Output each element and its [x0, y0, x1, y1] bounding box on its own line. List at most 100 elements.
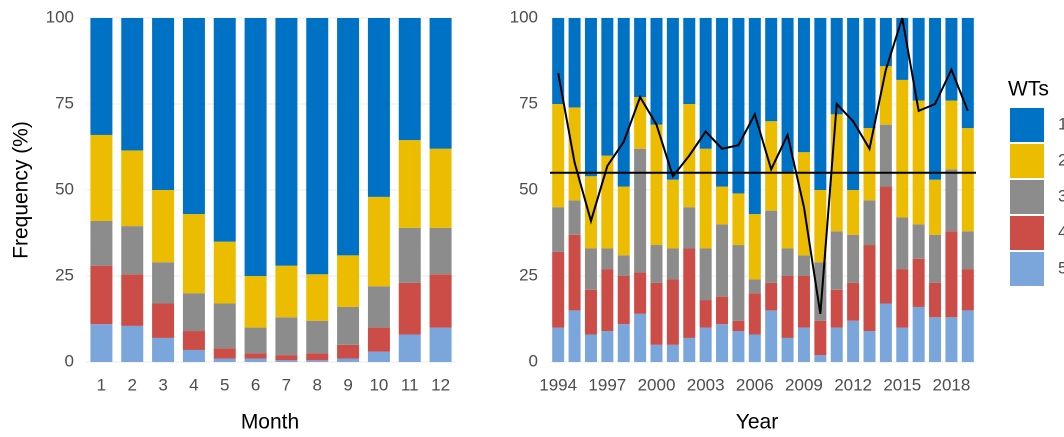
bar-segment [879, 18, 892, 67]
legend-key [1010, 180, 1044, 214]
x-tick-label: 1 [97, 375, 106, 394]
bar-segment [244, 327, 267, 354]
bar-segment [568, 107, 581, 201]
bar-segment [244, 358, 267, 362]
y-axis-title: Frequency (%) [10, 121, 33, 259]
bar-segment [781, 18, 794, 173]
bar-segment [306, 320, 329, 354]
bar-segment [945, 317, 958, 362]
bar-segment [584, 289, 597, 335]
bar-segment [213, 358, 236, 362]
bar-segment [945, 231, 958, 318]
bar-segment [337, 306, 360, 345]
bar-segment [945, 169, 958, 232]
bar-segment [748, 279, 761, 294]
x-tick-label: 2006 [736, 375, 774, 394]
bar-segment [617, 18, 630, 187]
x-tick-label: 7 [282, 375, 291, 394]
bar-segment [830, 18, 843, 115]
bar-segment [634, 313, 647, 362]
bar-segment [765, 282, 778, 311]
x-tick-label: 11 [401, 375, 419, 394]
x-tick-label: 1997 [588, 375, 626, 394]
bar-segment [863, 331, 876, 362]
bar-segment [879, 124, 892, 187]
bar-segment [797, 18, 810, 153]
bar-segment [121, 226, 144, 275]
bar-segment [429, 327, 452, 362]
bar-segment [568, 234, 581, 311]
bar-segment [121, 18, 144, 151]
bar-segment [732, 245, 745, 321]
legend-label: 3 [1058, 186, 1064, 205]
bar-segment [732, 18, 745, 194]
bar-segment [830, 289, 843, 328]
y-tick-label: 50 [55, 179, 74, 198]
bar-segment [961, 231, 974, 270]
x-tick-label: 1994 [539, 375, 577, 394]
bar-segment [732, 320, 745, 332]
bar-segment [650, 124, 663, 246]
bar-segment [601, 155, 614, 249]
bar-segment [568, 18, 581, 108]
bar-segment [367, 351, 390, 362]
bar-segment [182, 349, 205, 362]
bar-segment [306, 274, 329, 321]
bar-segment [152, 190, 175, 263]
bar-segment [683, 207, 696, 249]
bar-segment [699, 18, 712, 149]
bar-segment [121, 274, 144, 326]
bar-segment [398, 18, 421, 141]
bar-segment [429, 274, 452, 328]
bar-segment [90, 324, 113, 362]
bar-segment [863, 200, 876, 246]
bar-segment [912, 258, 925, 307]
bar-segment [601, 331, 614, 362]
bar-segment [666, 179, 679, 249]
bar-segment [863, 18, 876, 129]
bar-segment [896, 269, 909, 328]
bar-segment [879, 186, 892, 304]
bar-segment [568, 200, 581, 235]
bar-segment [814, 190, 827, 263]
bar-segment [912, 18, 925, 101]
x-axis-title: Month [241, 411, 299, 434]
x-tick-label: 4 [189, 375, 198, 394]
bar-segment [699, 248, 712, 301]
bar-segment [814, 355, 827, 362]
bar-segment [337, 358, 360, 362]
bar-segment [429, 18, 452, 149]
bar-segment [121, 325, 144, 362]
bar-segment [634, 272, 647, 314]
bar-segment [847, 18, 860, 190]
bar-segment [650, 245, 663, 283]
x-tick-label: 5 [220, 375, 229, 394]
bar-segment [617, 255, 630, 276]
bar-segment [275, 355, 298, 361]
x-tick-label: 6 [251, 375, 260, 394]
bar-segment [275, 360, 298, 362]
legend-title: WTs [1008, 78, 1049, 101]
bar-segment [781, 172, 794, 249]
bar-segment [814, 18, 827, 190]
bar-segment [568, 310, 581, 362]
legend-key [1010, 144, 1044, 178]
bar-segment [863, 128, 876, 201]
bar-segment [716, 224, 729, 297]
bar-segment [617, 186, 630, 256]
bar-segment [879, 303, 892, 362]
x-tick-label: 2018 [933, 375, 971, 394]
bar-segment [847, 320, 860, 362]
bar-segment [716, 186, 729, 225]
bar-segment [666, 279, 679, 345]
y-tick-label: 0 [529, 351, 538, 370]
y-tick-label: 0 [65, 351, 74, 370]
x-tick-label: 2003 [687, 375, 725, 394]
legend-key [1010, 216, 1044, 250]
bar-segment [847, 234, 860, 283]
legend-key [1010, 252, 1044, 286]
bar-segment [601, 18, 614, 156]
bar-segment [213, 241, 236, 304]
bar-segment [398, 227, 421, 283]
